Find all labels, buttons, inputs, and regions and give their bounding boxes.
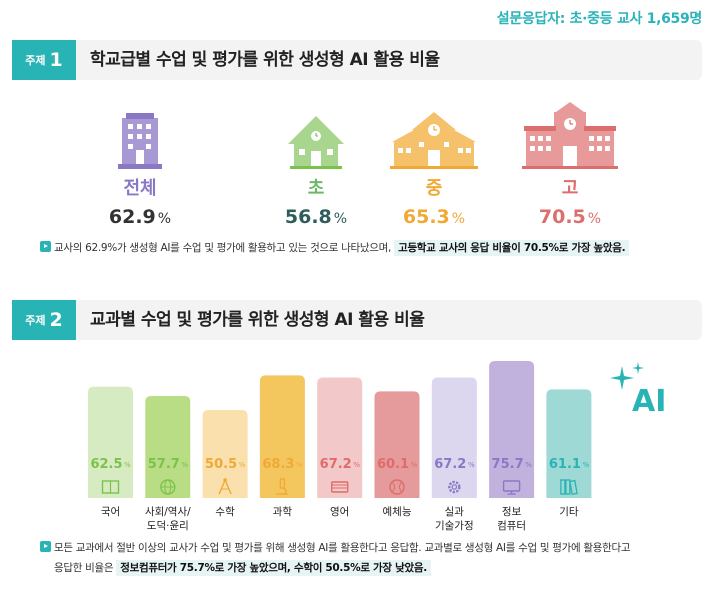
x-tick-label: 수학 (215, 506, 235, 518)
x-tick-label: 예체능 (382, 506, 412, 518)
x-tick-label: 영어 (330, 506, 350, 518)
bar-3 (259, 375, 305, 498)
section-1-header: 주제 1 학교급별 수업 및 평가를 위한 생성형 AI 활용 비율 (12, 40, 702, 80)
high-school-icon (522, 102, 618, 169)
middle-school-icon (390, 112, 478, 169)
compass-icon (218, 478, 232, 495)
school-level-elementary: 초 56.8% (251, 108, 381, 228)
bar-value-label: 67.2 (434, 457, 466, 472)
school-label-all: 전체 (123, 178, 157, 199)
bar-value-unit: % (181, 461, 188, 469)
bar-4 (317, 377, 363, 498)
bullet-icon (40, 241, 51, 252)
x-tick-label: 사회/역사/도덕·윤리 (144, 506, 191, 532)
bar-2 (202, 410, 248, 498)
school-value-all: 62.9% (108, 206, 172, 228)
school-value-elementary: 56.8% (284, 206, 348, 228)
section-tag-word: 주제 (25, 54, 46, 67)
bar-value-label: 57.7 (148, 457, 180, 472)
bar-value-unit: % (583, 461, 590, 469)
school-value-middle: 65.3% (402, 206, 466, 228)
section-1-tag: 주제 1 (12, 40, 76, 80)
x-tick-label: 정보 컴퓨터 (497, 506, 527, 532)
elementary-school-icon (288, 116, 344, 169)
bar-value-unit: % (239, 461, 246, 469)
school-label-middle: 중 (425, 178, 443, 199)
dictionary-icon (331, 481, 349, 493)
bar-value-label: 50.5 (205, 457, 237, 472)
bar-8 (546, 389, 592, 498)
gear-icon (448, 480, 461, 494)
bar-value-label: 68.3 (262, 457, 294, 472)
section-tag-number: 1 (49, 49, 63, 71)
ball-icon (389, 479, 405, 495)
x-tick-label: 기타 (559, 506, 579, 518)
bar-6 (431, 377, 477, 498)
school-value-high: 70.5% (538, 206, 602, 228)
bar-value-label: 75.7 (492, 457, 524, 472)
bar-7 (489, 361, 535, 498)
bullet-icon (40, 541, 51, 552)
book-icon (101, 480, 120, 494)
bar-0 (88, 386, 133, 498)
school-level-high: 고 70.5% (505, 100, 635, 228)
monitor-icon (502, 480, 521, 495)
office-building-icon (118, 113, 162, 169)
bar-5 (374, 391, 420, 498)
section-2-highlight: 정보컴퓨터가 75.7%로 가장 높았으며, 수학이 50.5%로 가장 낮았음… (116, 560, 431, 576)
bar-value-unit: % (124, 461, 131, 469)
school-label-elementary: 초 (307, 178, 325, 199)
section-2-header: 주제 2 교과별 수업 및 평가를 위한 생성형 AI 활용 비율 (12, 300, 702, 340)
section-tag-number: 2 (49, 309, 63, 331)
section-1-title: 학교급별 수업 및 평가를 위한 생성형 AI 활용 비율 (90, 50, 440, 70)
section-2-note: 모든 교과에서 절반 이상의 교사가 수업 및 평가를 위해 생성형 AI를 활… (40, 540, 631, 576)
x-tick-label: 실과 기술가정 (434, 506, 474, 532)
bar-value-unit: % (468, 461, 475, 469)
school-level-all: 전체 62.9% (75, 108, 205, 228)
bar-value-unit: % (296, 461, 303, 469)
section-tag-word: 주제 (25, 314, 46, 327)
school-label-high: 고 (561, 178, 579, 199)
bar-value-unit: % (353, 461, 360, 469)
bar-value-unit: % (411, 461, 418, 469)
x-tick-label: 과학 (272, 506, 293, 518)
school-level-middle: 중 65.3% (369, 108, 499, 228)
sparkle-icon (610, 362, 644, 390)
bar-value-unit: % (525, 461, 532, 469)
microscope-icon (276, 478, 289, 495)
bar-value-label: 61.1 (549, 457, 581, 472)
bar-value-label: 60.1 (377, 457, 409, 472)
x-tick-label: 국어 (100, 506, 121, 518)
section-2-tag: 주제 2 (12, 300, 76, 340)
section-2-title: 교과별 수업 및 평가를 위한 생성형 AI 활용 비율 (90, 310, 425, 330)
bar-value-label: 67.2 (320, 457, 352, 472)
ai-sparkle-badge: AI (610, 362, 680, 422)
books-icon (560, 479, 578, 495)
bar-value-label: 62.5 (90, 457, 122, 472)
bar-1 (145, 396, 191, 498)
section-1-note: 교사의 62.9%가 생성형 AI를 수업 및 평가에 활용하고 있는 것으로 … (40, 240, 630, 256)
ai-badge-text: AI (632, 384, 667, 419)
survey-respondents: 설문응답자: 초·중등 교사 1,659명 (496, 11, 703, 27)
section-1-highlight: 고등학교 교사의 응답 비율이 70.5%로 가장 높았음. (394, 240, 630, 256)
globe-icon (160, 479, 176, 495)
